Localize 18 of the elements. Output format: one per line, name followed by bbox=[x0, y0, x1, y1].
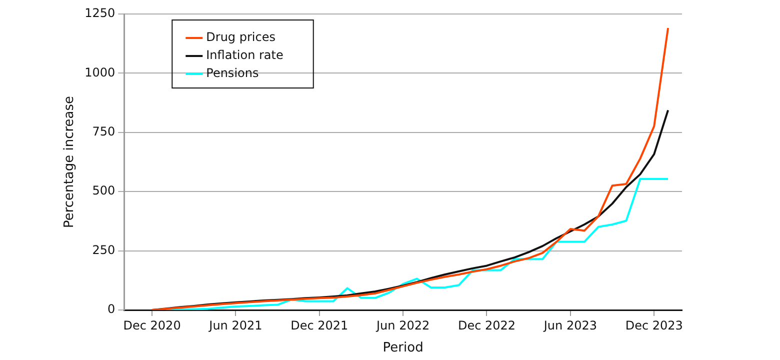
y-tick-label: 750 bbox=[92, 124, 116, 139]
y-tick-label: 1250 bbox=[84, 6, 116, 20]
x-tick-label: Jun 2021 bbox=[208, 318, 262, 332]
x-tick-label: Dec 2023 bbox=[625, 318, 683, 332]
y-tick-label: 1000 bbox=[84, 65, 116, 80]
x-tick-label: Jun 2022 bbox=[376, 318, 430, 332]
x-tick-label: Dec 2020 bbox=[123, 318, 181, 332]
x-tick-label: Dec 2022 bbox=[458, 318, 516, 332]
legend-label: Drug prices bbox=[206, 30, 276, 44]
x-tick-label: Dec 2021 bbox=[290, 318, 348, 332]
legend-label: Inflation rate bbox=[206, 48, 284, 62]
y-axis-title: Percentage increase bbox=[62, 96, 78, 228]
legend-label: Pensions bbox=[206, 66, 259, 80]
x-tick-label: Jun 2023 bbox=[542, 318, 597, 332]
y-tick-label: 250 bbox=[92, 242, 116, 257]
y-tick-label: 0 bbox=[108, 302, 116, 316]
y-tick-label: 500 bbox=[92, 184, 116, 198]
x-axis-title: Period bbox=[382, 340, 424, 356]
